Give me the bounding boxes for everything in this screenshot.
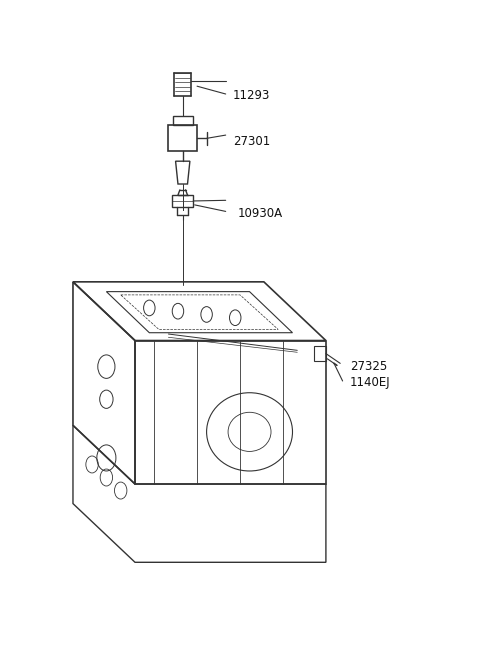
- Text: 27325: 27325: [350, 360, 387, 373]
- Text: 10930A: 10930A: [238, 207, 283, 220]
- Bar: [168, 125, 197, 151]
- Bar: [314, 346, 326, 362]
- Text: 11293: 11293: [233, 90, 270, 102]
- Bar: [173, 115, 193, 125]
- Text: 1140EJ: 1140EJ: [350, 377, 390, 390]
- Bar: [172, 195, 193, 207]
- Text: 27301: 27301: [233, 135, 270, 148]
